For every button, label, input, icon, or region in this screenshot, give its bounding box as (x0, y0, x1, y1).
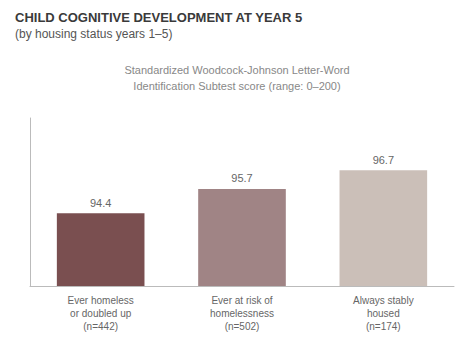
svg-text:Always stably: Always stably (353, 295, 414, 306)
svg-text:Standardized Woodcock-Johnson: Standardized Woodcock-Johnson Letter-Wor… (124, 64, 349, 76)
svg-text:(by housing status years 1–5): (by housing status years 1–5) (15, 27, 172, 41)
svg-text:Ever homeless: Ever homeless (68, 295, 134, 306)
svg-text:94.4: 94.4 (90, 197, 111, 209)
svg-text:(n=502): (n=502) (225, 321, 260, 332)
svg-text:housed: housed (367, 308, 400, 319)
svg-text:(n=442): (n=442) (83, 321, 118, 332)
svg-text:(n=174): (n=174) (366, 321, 401, 332)
svg-text:CHILD COGNITIVE DEVELOPMENT AT: CHILD COGNITIVE DEVELOPMENT AT YEAR 5 (15, 10, 302, 25)
svg-text:or doubled up: or doubled up (70, 308, 132, 319)
svg-text:Identification Subtest score (: Identification Subtest score (range: 0–2… (133, 80, 340, 92)
svg-text:Ever at risk of: Ever at risk of (211, 295, 272, 306)
svg-text:95.7: 95.7 (231, 172, 252, 184)
svg-text:96.7: 96.7 (373, 154, 394, 166)
svg-text:homelessness: homelessness (210, 308, 274, 319)
